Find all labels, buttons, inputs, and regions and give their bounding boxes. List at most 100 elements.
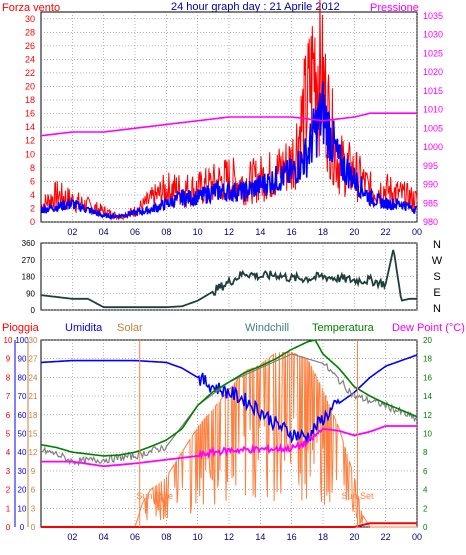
x-tick-label: 14: [255, 227, 265, 237]
x-tick-label: 18: [318, 532, 328, 542]
x-tick-label: 08: [161, 227, 171, 237]
y-left-tick-label: 28: [25, 27, 35, 37]
y-right-tick-label: 1005: [423, 123, 443, 133]
rain-tick-label: 2: [6, 486, 11, 495]
solar-tick-label: 0: [31, 523, 36, 532]
temperature-tick-label: 8: [423, 448, 428, 457]
temperature-tick-label: 12: [423, 411, 432, 420]
x-tick-label: 02: [67, 532, 77, 542]
temperature-tick-label: 14: [423, 392, 432, 401]
solar-tick-label: 15: [29, 430, 38, 439]
rain-tick-label: 10: [4, 336, 13, 345]
x-tick-label: 00: [412, 532, 422, 542]
rain-tick-label: 0: [6, 523, 11, 532]
humidity-axis-label: Umidita: [65, 322, 103, 334]
humidity-tick-label: 100: [15, 336, 29, 345]
humidity-tick-label: 10: [18, 504, 27, 513]
humidity-tick-label: 20: [18, 486, 27, 495]
y-right-tick-label: 1020: [423, 67, 443, 77]
solar-tick-label: 3: [31, 504, 36, 513]
solar-tick-label: 9: [31, 467, 36, 476]
temperature-axis-label: Temperatura: [312, 322, 375, 334]
rain-tick-label: 4: [6, 448, 11, 457]
rain-tick-label: 7: [6, 392, 11, 401]
humidity-tick-label: 40: [18, 448, 27, 457]
y-right-tick-label: 1035: [423, 11, 443, 21]
humidity-tick-label: 90: [18, 355, 27, 364]
x-tick-label: 12: [224, 227, 234, 237]
rain-tick-label: 5: [6, 430, 11, 439]
wind-average-series: [40, 81, 418, 221]
x-tick-label: 10: [193, 227, 203, 237]
humidity-series: [41, 354, 418, 444]
pressure-series: [40, 112, 417, 137]
x-tick-label: 06: [130, 532, 140, 542]
x-tick-label: 14: [255, 532, 265, 542]
x-tick-label: 18: [318, 227, 328, 237]
x-tick-label: 00: [412, 227, 422, 237]
rain-tick-label: 9: [6, 355, 11, 364]
x-tick-label: 04: [99, 532, 109, 542]
y-left-tick-label: 14: [25, 122, 35, 132]
rain-tick-label: 8: [6, 373, 11, 382]
x-tick-label: 12: [224, 532, 234, 542]
x-tick-label: 02: [67, 227, 77, 237]
solar-tick-label: 30: [29, 336, 38, 345]
y-left-tick-label: 10: [25, 149, 35, 159]
wind-direction-series: [40, 249, 417, 309]
temperature-tick-label: 2: [423, 504, 428, 513]
x-tick-label: 22: [381, 227, 391, 237]
rain-series: [41, 522, 417, 528]
pressure-axis-label: Pressione: [370, 2, 419, 14]
page-title: 24 hour graph day : 21 Aprile 2012: [171, 1, 340, 13]
humidity-tick-label: 60: [18, 411, 27, 420]
x-tick-label: 10: [193, 532, 203, 542]
sun-rise-label: Sun Rise: [136, 491, 173, 501]
x-tick-label: 06: [130, 227, 140, 237]
solar-tick-label: 12: [29, 448, 38, 457]
windchill-axis-label: Windchill: [245, 322, 289, 334]
temperature-tick-label: 4: [423, 486, 428, 495]
y-left-tick-label: 18: [25, 95, 35, 105]
temperature-tick-label: 16: [423, 373, 432, 382]
y-right-tick-label: 995: [423, 161, 438, 171]
temp-humidity-panel: 02 04 06 08 10 12 14 16 18 20 22 000 0 0 01 10 3 22 20 6 43 3…: [4, 336, 433, 542]
y-left-tick-label: 30: [25, 14, 35, 24]
y-left-tick-label: 0: [30, 217, 35, 227]
humidity-tick-label: 80: [18, 373, 27, 382]
y-left-tick-label: 8: [30, 163, 35, 173]
y-right-tick-label: 1025: [423, 48, 443, 58]
direction-letter: E: [433, 287, 440, 299]
direction-letter: S: [433, 271, 440, 283]
y-tick-label: 180: [22, 273, 36, 282]
humidity-tick-label: 70: [18, 392, 27, 401]
y-tick-label: 270: [22, 256, 36, 265]
y-right-tick-label: 985: [423, 198, 438, 208]
y-tick-label: 360: [22, 239, 36, 248]
solar-tick-label: 6: [31, 486, 36, 495]
solar-tick-label: 21: [29, 392, 38, 401]
wind-pressure-panel: 02 04 06 08 10 12 14 16 18 20 22 000246810121416182…: [25, 0, 443, 237]
y-left-tick-label: 24: [25, 54, 35, 64]
x-tick-label: 20: [349, 227, 359, 237]
temperature-tick-label: 0: [423, 523, 428, 532]
solar-tick-label: 18: [29, 411, 38, 420]
x-tick-label: 04: [99, 227, 109, 237]
solar-tick-label: 27: [29, 355, 38, 364]
y-left-tick-label: 12: [25, 136, 35, 146]
temperature-series: [40, 339, 418, 457]
y-tick-label: 0: [31, 306, 36, 315]
y-right-tick-label: 980: [423, 217, 438, 227]
direction-letter: N: [433, 239, 441, 251]
y-left-tick-label: 20: [25, 82, 35, 92]
y-left-tick-label: 2: [30, 203, 35, 213]
y-left-tick-label: 16: [25, 109, 35, 119]
y-left-tick-label: 26: [25, 41, 35, 51]
solar-tick-label: 24: [29, 373, 38, 382]
rain-tick-label: 1: [6, 504, 11, 513]
sun-set-label: Sun Set: [341, 491, 374, 501]
rain-axis-label: Pioggia: [2, 322, 40, 334]
humidity-tick-label: 0: [20, 523, 25, 532]
temperature-tick-label: 10: [423, 430, 432, 439]
